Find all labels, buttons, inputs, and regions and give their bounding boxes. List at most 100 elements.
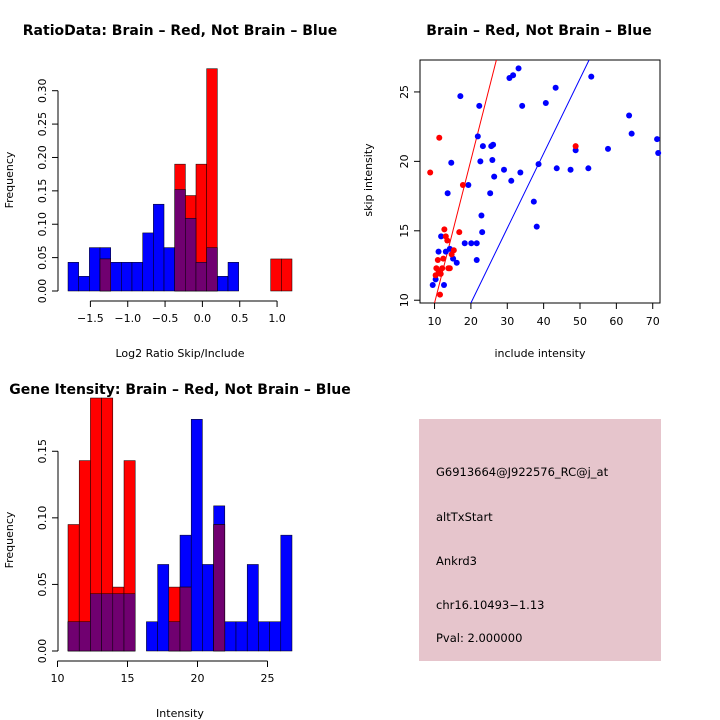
scatter-notbrain-point-1	[432, 276, 439, 283]
hist2-notbrain-bar-11	[202, 564, 214, 652]
hist0-x-tick-label-5: 1.0	[268, 312, 286, 325]
gene-intensity-title: Gene Itensity: Brain – Red, Not Brain – …	[9, 382, 351, 398]
hist0-overlap-bar-4	[206, 247, 218, 292]
hist2-y-tick-label-0: 0.00	[36, 639, 49, 664]
scatter-y-axis: 10 15 20 25	[398, 85, 420, 307]
scatter-brain-point-9	[440, 255, 447, 262]
hist0-notbrain-bar-8	[153, 203, 165, 292]
scatter-notbrain-point-11	[457, 93, 464, 100]
hist0-overlap-bar-1	[174, 189, 186, 292]
hist2-x-tick-label-0: 10	[51, 672, 65, 685]
scatter-y-tick-label-1: 15	[398, 224, 411, 238]
event-type-text: altTxStart	[436, 510, 493, 524]
hist2-y-tick-label-3: 0.15	[36, 439, 49, 464]
gene-intensity-x-axis: 10 15 20 25	[51, 660, 275, 685]
hist0-y-tick-label-0: 0.00	[36, 279, 49, 304]
scatter-x-label: include intensity	[494, 347, 586, 360]
hist0-overlap-bar-0	[99, 258, 111, 292]
ratio-histogram-x-axis: −1.5 −1.0 −0.5 0.0 0.5 1.0	[77, 300, 286, 325]
hist2-notbrain-bar-16	[258, 621, 270, 652]
scatter-x-axis: 10 20 30 40 50 60 70	[428, 303, 660, 328]
hist2-overlap-bar-8	[213, 524, 226, 652]
scatter-notbrain-point-47	[628, 130, 635, 137]
scatter-x-tick-label-0: 10	[428, 315, 442, 328]
scatter-brain-point-6	[437, 291, 443, 298]
scatter-brain-point-18	[459, 181, 466, 188]
scatter-notbrain-point-39	[552, 84, 559, 91]
scatter-notbrain-point-14	[468, 240, 475, 247]
probe-info-background	[419, 419, 661, 661]
scatter-notbrain-point-20	[478, 212, 485, 219]
gene-intensity-histogram-panel: Gene Itensity: Brain – Red, Not Brain – …	[3, 382, 351, 720]
hist0-notbrain-bar-0	[67, 262, 79, 292]
scatter-notbrain-point-13	[465, 181, 472, 188]
scatter-x-tick-label-1: 20	[464, 315, 478, 328]
scatter-brain-point-14	[446, 265, 453, 272]
scatter-notbrain-point-48	[654, 136, 661, 143]
scatter-notbrain-point-17	[474, 133, 481, 140]
scatter-notbrain-point-0	[429, 281, 436, 288]
scatter-brain-point-12	[444, 237, 451, 244]
hist0-notbrain-bar-2	[89, 247, 101, 292]
hist2-y-tick-label-2: 0.10	[36, 506, 49, 531]
scatter-notbrain-point-4	[441, 281, 447, 288]
hist0-y-tick-label-5: 0.25	[36, 112, 49, 136]
scatter-x-tick-label-6: 70	[646, 315, 660, 328]
scatter-brain-point-1	[432, 272, 439, 279]
hist2-overlap-bar-5	[123, 593, 136, 652]
hist2-notbrain-bar-17	[269, 621, 282, 652]
hist2-notbrain-bar-15	[246, 564, 259, 652]
scatter-notbrain-point-40	[553, 165, 560, 172]
scatter-points	[427, 65, 662, 298]
hist2-x-tick-label-3: 25	[261, 672, 275, 685]
scatter-title: Brain – Red, Not Brain – Blue	[426, 23, 651, 39]
hist2-notbrain-bar-13	[224, 621, 237, 652]
hist0-overlap-bar-3	[195, 262, 207, 292]
scatter-notbrain-point-38	[542, 100, 549, 107]
hist0-notbrain-bar-7	[142, 232, 154, 292]
scatter-notbrain-point-49	[655, 150, 662, 157]
scatter-notbrain-point-27	[491, 173, 498, 180]
scatter-notbrain-point-31	[510, 72, 517, 79]
ratio-histogram-panel: RatioData: Brain – Red, Not Brain – Blue…	[3, 23, 337, 360]
hist2-notbrain-bar-14	[235, 621, 248, 652]
ratio-histogram-bars	[67, 68, 293, 292]
scatter-y-tick-label-3: 25	[398, 85, 411, 99]
scatter-brain-point-3	[434, 256, 441, 263]
hist2-overlap-bar-3	[101, 593, 114, 652]
intensity-scatter-panel: Brain – Red, Not Brain – Blue 10 20 30 40 50…	[362, 23, 662, 360]
scatter-notbrain-point-6	[444, 190, 451, 197]
scatter-brain-point-10	[441, 226, 448, 233]
scatter-notbrain-point-2	[435, 248, 442, 255]
scatter-notbrain-point-36	[533, 223, 540, 230]
scatter-notbrain-point-41	[567, 166, 574, 173]
scatter-notbrain-fit-line	[470, 59, 590, 304]
scatter-notbrain-point-28	[501, 166, 507, 173]
ratio-histogram-y-label: Frequency	[3, 151, 16, 208]
hist0-brain-bar-6	[281, 258, 293, 292]
hist2-notbrain-bar-6	[146, 621, 158, 652]
hist0-overlap-bar-2	[185, 217, 197, 292]
scatter-plot-box	[419, 59, 661, 304]
location-text: chr16.10493−1.13	[436, 598, 544, 612]
gene-intensity-bars	[67, 397, 293, 652]
scatter-brain-point-5	[436, 134, 443, 141]
hist0-notbrain-bar-1	[78, 276, 90, 292]
hist2-x-tick-label-1: 15	[121, 672, 135, 685]
scatter-x-tick-label-2: 30	[500, 315, 514, 328]
hist2-overlap-bar-4	[112, 593, 125, 652]
scatter-notbrain-point-12	[461, 240, 468, 247]
hist2-overlap-bar-1	[78, 621, 91, 652]
scatter-notbrain-point-46	[626, 112, 633, 119]
gene-intensity-y-axis: 0.00 0.05 0.10 0.15	[36, 439, 59, 664]
scatter-notbrain-point-44	[588, 73, 595, 80]
scatter-notbrain-point-8	[448, 159, 455, 166]
scatter-notbrain-point-35	[530, 198, 537, 205]
scatter-brain-point-8	[439, 265, 446, 272]
gene-intensity-y-label: Frequency	[3, 511, 16, 568]
scatter-notbrain-point-10	[453, 259, 460, 266]
scatter-notbrain-point-34	[519, 102, 526, 109]
hist0-x-tick-label-2: −0.5	[152, 312, 179, 325]
hist2-x-tick-label-2: 20	[191, 672, 205, 685]
